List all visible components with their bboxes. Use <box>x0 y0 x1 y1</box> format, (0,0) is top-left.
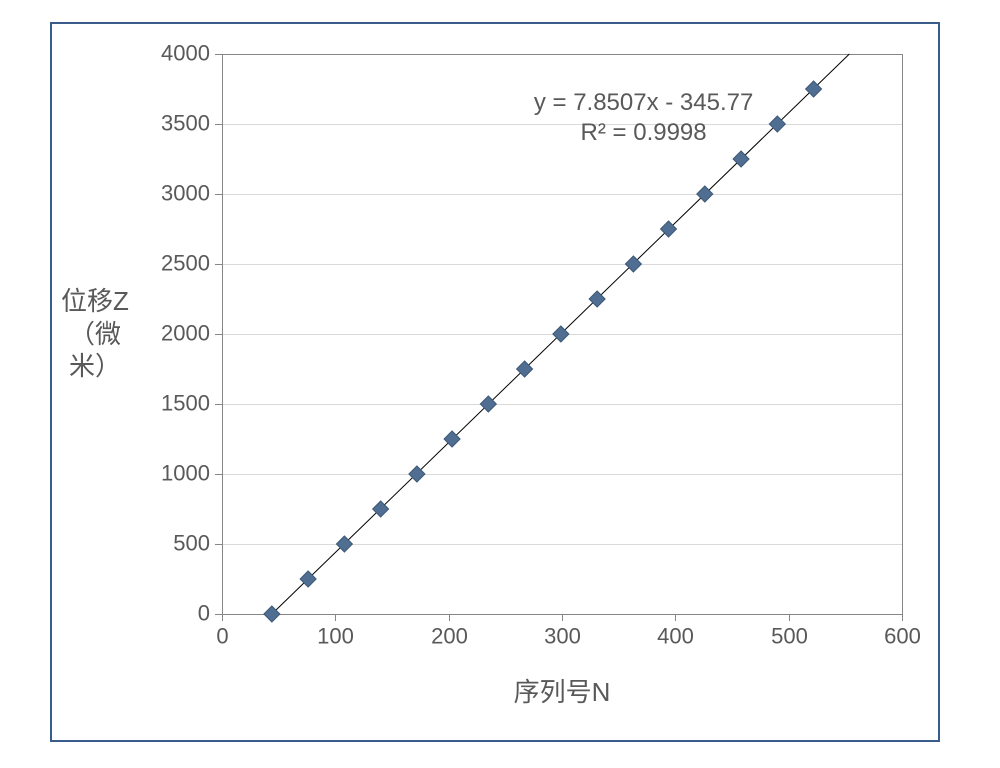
x-axis-label: 序列号N <box>222 672 902 709</box>
x-tick-label: 200 <box>431 624 468 649</box>
y-tick-label: 2500 <box>161 250 210 275</box>
y-axis-label-line: （微 <box>60 318 130 351</box>
y-tick-label: 1000 <box>161 460 210 485</box>
y-tick-label: 3500 <box>161 110 210 135</box>
trendline-equation: y = 7.8507x - 345.77 <box>534 89 754 116</box>
x-tick-label: 600 <box>884 624 921 649</box>
chart-outer-frame: 0 500 1000 1500 2000 2500 3000 3500 4000 0 100 200 3… <box>50 22 940 742</box>
trendline-r-squared: R² = 0.9998 <box>581 119 707 146</box>
x-tick-label: 400 <box>657 624 694 649</box>
y-axis-label-line: 米） <box>60 350 130 383</box>
x-tick-label: 500 <box>771 624 808 649</box>
y-tick-label: 4000 <box>161 40 210 65</box>
y-axis-label-line: 位移Z <box>60 285 130 318</box>
y-tick-label: 500 <box>173 530 210 555</box>
x-tick-label: 300 <box>544 624 581 649</box>
x-tick-label: 100 <box>317 624 354 649</box>
y-tick-label: 0 <box>198 600 210 625</box>
x-tick-label: 0 <box>216 624 228 649</box>
y-axis-label: 位移Z（微米） <box>60 285 130 383</box>
y-tick-label: 1500 <box>161 390 210 415</box>
chart-svg: 0 500 1000 1500 2000 2500 3000 3500 4000 0 100 200 3… <box>52 24 942 744</box>
chart-container: 0 500 1000 1500 2000 2500 3000 3500 4000 0 100 200 3… <box>52 24 938 740</box>
y-tick-label: 3000 <box>161 180 210 205</box>
y-tick-label: 2000 <box>161 320 210 345</box>
